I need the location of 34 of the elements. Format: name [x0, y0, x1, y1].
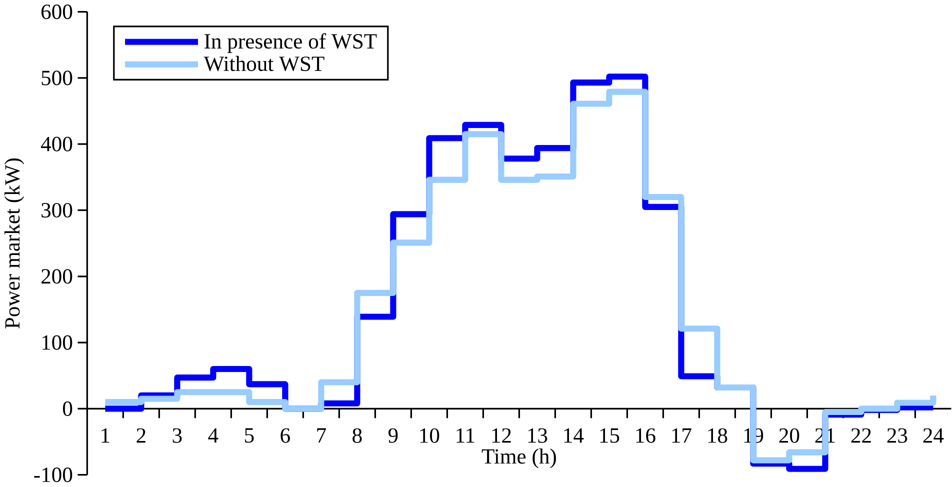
y-tick-label: 200 — [42, 269, 72, 284]
x-tick-label: 14 — [564, 428, 584, 443]
x-tick-label: 23 — [887, 428, 908, 444]
y-tick-label: -100 — [34, 468, 72, 482]
x-tick-label: 9 — [388, 428, 398, 444]
y-tick-label: 300 — [42, 203, 72, 218]
x-tick-label: 24 — [923, 428, 944, 443]
x-tick-label: 15 — [600, 428, 620, 443]
y-tick-label: 0 — [62, 402, 72, 416]
x-tick-label: 5 — [245, 428, 254, 443]
x-tick-label: 7 — [317, 428, 326, 443]
x-tick-label: 22 — [851, 428, 871, 443]
x-tick-label: 11 — [456, 428, 474, 443]
x-tick-label: 1 — [102, 428, 110, 443]
y-axis-title: Power market (kW) — [4, 158, 24, 329]
x-tick-label: 20 — [779, 428, 800, 444]
legend-label: Without WST — [204, 56, 324, 72]
x-tick-label: 4 — [208, 428, 218, 443]
y-tick-label: 400 — [40, 136, 72, 152]
y-tick-label: 500 — [42, 70, 72, 86]
x-tick-label: 2 — [136, 428, 146, 443]
x-tick-label: 8 — [352, 428, 362, 444]
x-tick-label: 6 — [280, 428, 290, 444]
x-tick-label: 3 — [172, 428, 182, 444]
x-tick-label: 17 — [672, 428, 692, 443]
x-tick-label: 12 — [492, 428, 511, 443]
x-tick-label: 13 — [528, 428, 548, 444]
y-tick-label: 100 — [42, 335, 72, 350]
x-axis-title: Time (h) — [482, 448, 556, 468]
legend-label: In presence of WST — [204, 33, 377, 54]
x-tick-label: 16 — [636, 428, 656, 444]
x-tick-label: 10 — [420, 428, 440, 444]
y-tick-label: 600 — [41, 4, 72, 20]
x-tick-label: 18 — [708, 428, 728, 444]
